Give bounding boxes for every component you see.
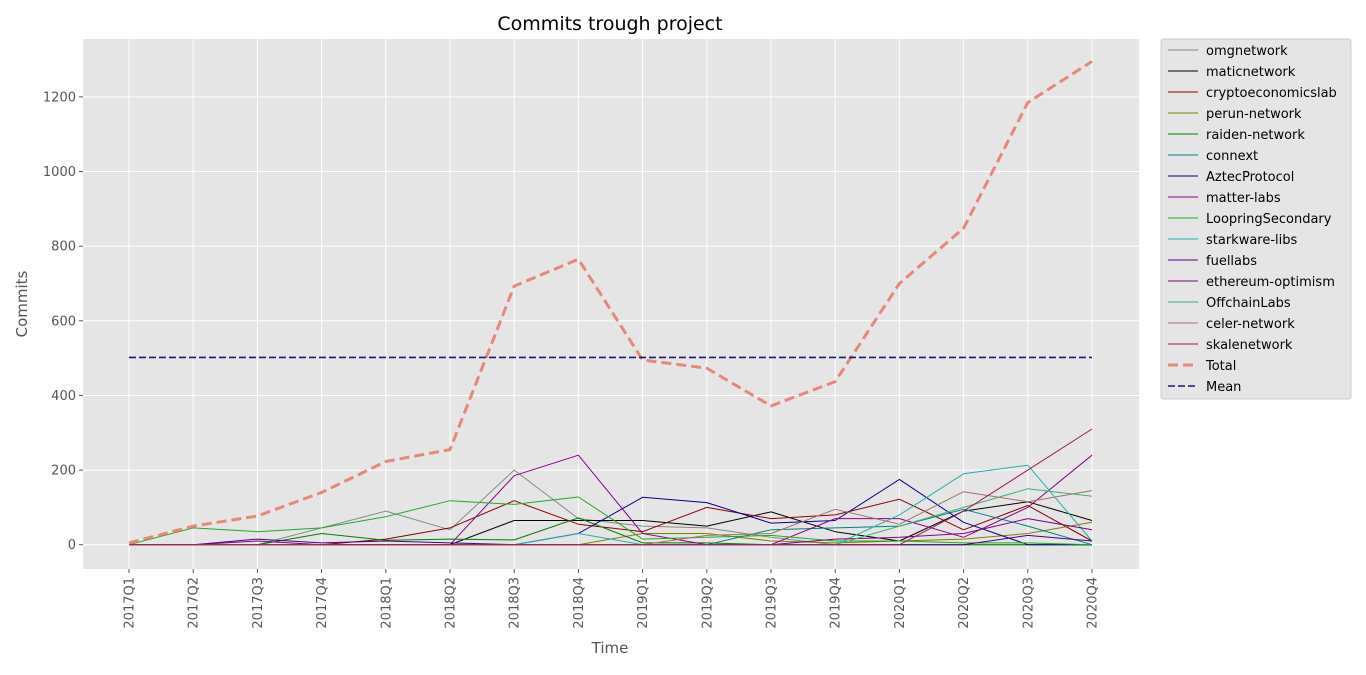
legend-label-skalenetwork: skalenetwork — [1206, 338, 1293, 353]
legend-label-perun-network: perun-network — [1206, 107, 1302, 122]
x-tick-label: 2020Q3 — [1021, 577, 1036, 629]
x-tick-label: 2017Q2 — [187, 577, 202, 629]
legend-label-loopringsecondary: LoopringSecondary — [1206, 212, 1332, 227]
x-tick-label: 2017Q1 — [123, 577, 138, 629]
legend-label-matter-labs: matter-labs — [1206, 191, 1281, 206]
legend-label-offchainlabs: OffchainLabs — [1206, 296, 1291, 311]
legend-label-total: Total — [1205, 359, 1236, 374]
legend-label-cryptoeconomicslab: cryptoeconomicslab — [1206, 86, 1337, 101]
y-tick-label: 1000 — [43, 165, 76, 180]
legend-label-ethereum-optimism: ethereum-optimism — [1206, 275, 1335, 290]
chart-title: Commits trough project — [497, 13, 722, 35]
x-tick-label: 2017Q4 — [315, 577, 330, 629]
legend-label-maticnetwork: maticnetwork — [1206, 65, 1296, 80]
legend-frame — [1160, 38, 1352, 400]
legend-label-raiden-network: raiden-network — [1206, 128, 1305, 143]
plot-background — [83, 39, 1139, 569]
legend-label-fuellabs: fuellabs — [1206, 254, 1257, 269]
series-line-skalenetwork — [129, 428, 1093, 546]
y-tick-label: 400 — [51, 389, 76, 404]
y-tick-label: 200 — [51, 464, 76, 479]
legend: omgnetwork maticnetwork cryptoeconomicslab… — [1160, 38, 1352, 400]
x-tick-label: 2020Q4 — [1086, 577, 1101, 629]
legend-label-celer-network: celer-network — [1206, 317, 1295, 332]
legend-label-connext: connext — [1206, 149, 1258, 164]
grid-lines — [83, 39, 1139, 569]
series-line-loopringsecondary — [128, 496, 1093, 546]
legend-label-aztecprotocol: AztecProtocol — [1206, 170, 1294, 185]
x-tick-label: 2020Q2 — [957, 577, 972, 629]
x-tick-label: 2019Q1 — [636, 577, 651, 629]
x-tick-label: 2018Q1 — [379, 577, 394, 629]
y-tick-label: 600 — [51, 314, 76, 329]
y-tick-label: 0 — [68, 538, 76, 553]
x-axis-label: Time — [591, 639, 629, 657]
legend-label-omgnetwork: omgnetwork — [1206, 44, 1288, 59]
series-lines — [128, 60, 1093, 546]
x-tick-label: 2018Q2 — [444, 577, 459, 629]
x-tick-label: 2019Q3 — [765, 577, 780, 629]
x-tick-label: 2018Q3 — [508, 577, 523, 629]
legend-label-mean: Mean — [1206, 380, 1241, 395]
legend-label-starkware-libs: starkware-libs — [1206, 233, 1298, 248]
x-tick-label: 2018Q4 — [572, 577, 587, 629]
axis-ticks: 0 200 400 600 800 1000 1200 2017Q1 2017Q2 2017Q3 2… — [43, 90, 1101, 628]
y-axis-label: Commits — [13, 270, 31, 337]
series-line-total — [128, 60, 1093, 545]
x-tick-label: 2019Q2 — [700, 577, 715, 629]
x-tick-label: 2019Q4 — [829, 577, 844, 629]
y-tick-label: 800 — [51, 240, 76, 255]
x-tick-label: 2017Q3 — [251, 577, 266, 629]
x-tick-label: 2020Q1 — [893, 577, 908, 629]
y-tick-label: 1200 — [43, 90, 76, 105]
